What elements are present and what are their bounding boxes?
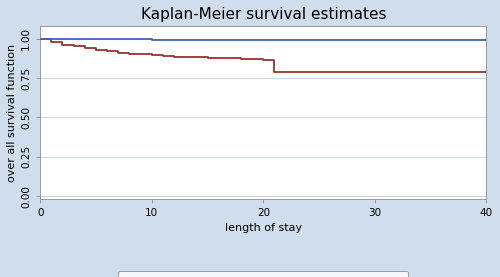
Title: Kaplan-Meier survival estimates: Kaplan-Meier survival estimates: [140, 7, 386, 22]
Legend: breastfed = yes, breastfed = no: breastfed = yes, breastfed = no: [118, 271, 408, 277]
Y-axis label: over all survival function: over all survival function: [7, 43, 17, 182]
X-axis label: length of stay: length of stay: [225, 223, 302, 233]
